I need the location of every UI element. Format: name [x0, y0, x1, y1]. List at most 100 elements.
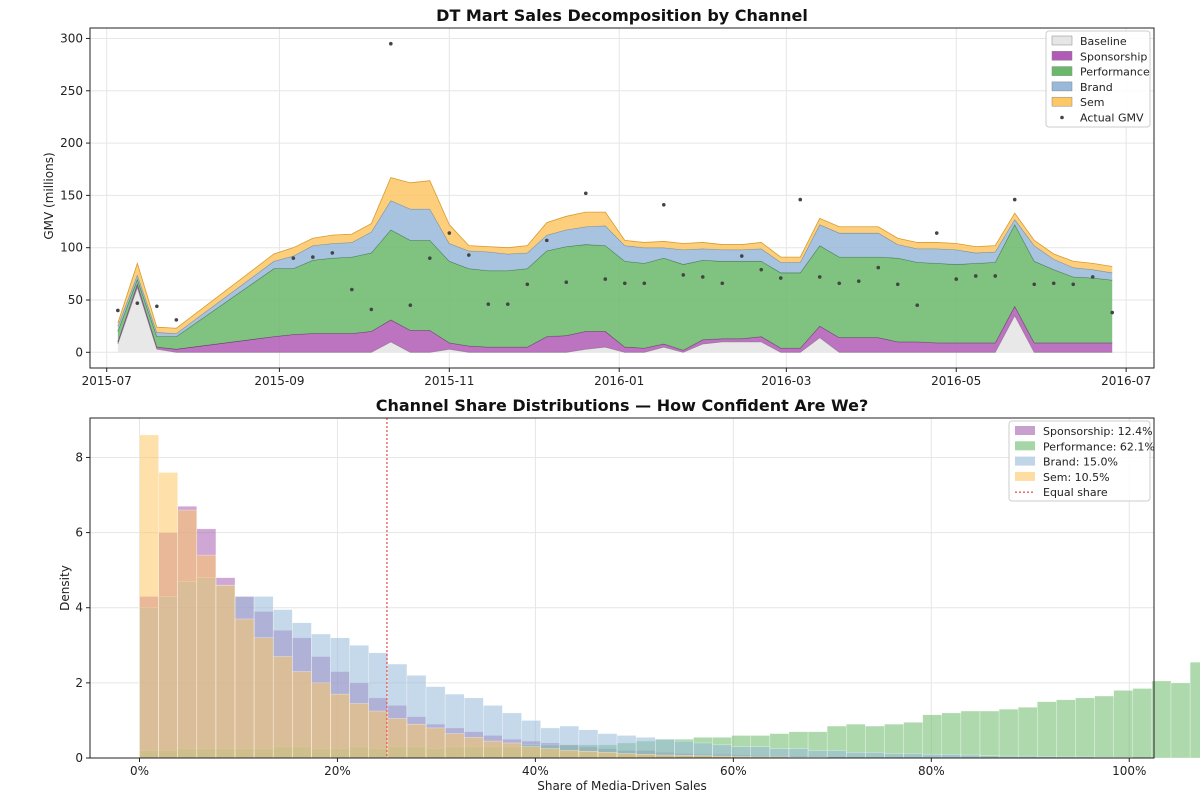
- legend-swatch-performance: [1051, 66, 1073, 76]
- actual-gmv-point: [700, 275, 705, 279]
- actual-gmv-point: [311, 255, 315, 259]
- bar-sem: [253, 637, 274, 759]
- share-distribution-chart: Channel Share Distributions — How Confid…: [58, 396, 1200, 793]
- actual-gmv-point: [661, 203, 666, 207]
- bar-sem: [483, 740, 503, 759]
- x-tick-label: 80%: [918, 764, 945, 778]
- share-distribution-legend: Sponsorship: 12.4% Performance: 62.1% Bran…: [1008, 420, 1155, 502]
- share-distribution-title: Channel Share Distributions — How Confid…: [376, 396, 869, 415]
- actual-gmv-point: [428, 256, 432, 260]
- x-tick-label: 2016-01: [594, 374, 644, 388]
- actual-gmv-point: [135, 301, 140, 305]
- bar-performance: [1189, 661, 1200, 759]
- bar-brand: [788, 748, 809, 759]
- actual-gmv-point: [369, 307, 374, 312]
- bar-performance: [1037, 701, 1057, 759]
- actual-gmv-point: [759, 267, 764, 272]
- x-tick-label: 2016-03: [761, 374, 811, 388]
- bar-sem: [330, 693, 350, 759]
- decomposition-y-axis-label: GMV (millions): [42, 152, 56, 239]
- actual-gmv-point: [798, 197, 803, 202]
- x-tick-label: 2016-05: [931, 374, 981, 388]
- bar-performance: [903, 722, 923, 759]
- y-tick-label: 300: [60, 31, 83, 45]
- bar-performance: [941, 712, 962, 759]
- legend-label: Actual GMV: [1080, 112, 1144, 125]
- legend-label: Brand: [1080, 81, 1113, 94]
- legend-label: Sem: [1080, 96, 1104, 109]
- bar-performance: [1075, 697, 1095, 759]
- legend-swatch-sponsorship: [1015, 426, 1035, 435]
- decomposition-areas: [117, 177, 1113, 353]
- legend-swatch-baseline: [1051, 35, 1073, 46]
- actual-gmv-point: [642, 281, 647, 286]
- legend-swatch-sem: [1051, 96, 1073, 107]
- legend-swatch-brand: [1051, 81, 1073, 92]
- x-tick-label: 40%: [522, 764, 549, 778]
- bar-performance: [1170, 682, 1191, 759]
- legend-label: Performance: [1080, 66, 1150, 79]
- bar-performance: [1056, 699, 1076, 759]
- x-tick-label: 20%: [324, 764, 351, 778]
- actual-gmv-point: [681, 273, 686, 277]
- share-distribution-ticks: 0% 20% 40% 60% 80% 100% 0 2 4 6 8: [75, 450, 1146, 778]
- y-tick-label: 2: [75, 676, 83, 690]
- bar-performance: [922, 714, 943, 759]
- actual-gmv-point: [544, 238, 549, 243]
- actual-gmv-point: [1110, 310, 1115, 315]
- bar-sem: [272, 656, 293, 759]
- legend-swatch-performance: [1015, 441, 1035, 451]
- legend-label: Performance: 62.1%: [1043, 440, 1155, 453]
- x-tick-label: 100%: [1112, 764, 1146, 778]
- bar-performance: [1094, 695, 1114, 759]
- share-distribution-y-axis-label: Density: [58, 565, 72, 611]
- actual-gmv-point: [525, 282, 530, 287]
- y-tick-label: 8: [75, 450, 83, 464]
- y-tick-label: 250: [60, 84, 83, 98]
- x-tick-label: 2015-11: [424, 374, 474, 388]
- actual-gmv-point: [1012, 197, 1017, 202]
- decomposition-title: DT Mart Sales Decomposition by Channel: [436, 6, 808, 25]
- actual-gmv-point: [1071, 282, 1076, 287]
- bar-sem: [463, 737, 484, 759]
- actual-gmv-point: [389, 41, 393, 46]
- y-tick-label: 4: [75, 601, 83, 615]
- actual-gmv-point: [915, 303, 920, 308]
- actual-gmv-point: [583, 191, 588, 196]
- decomposition-chart: DT Mart Sales Decomposition by Channel G…: [42, 6, 1155, 388]
- x-tick-label: 2015-07: [82, 374, 132, 388]
- actual-gmv-point: [486, 302, 491, 306]
- y-tick-label: 100: [60, 241, 83, 255]
- bar-sem: [196, 554, 217, 759]
- y-tick-label: 6: [75, 526, 83, 540]
- bar-sem: [368, 710, 389, 759]
- bar-performance: [1132, 688, 1153, 759]
- bar-sem: [425, 727, 446, 759]
- actual-gmv-point: [973, 274, 978, 278]
- actual-gmv-point: [739, 254, 744, 258]
- actual-gmv-point: [564, 280, 569, 285]
- bar-performance: [979, 710, 1000, 759]
- legend-swatch-sponsorship: [1051, 51, 1073, 61]
- actual-gmv-point: [993, 274, 998, 278]
- bar-sem: [578, 750, 599, 759]
- bar-brand: [865, 752, 885, 759]
- share-distribution-bars: [139, 418, 1200, 759]
- actual-gmv-point: [467, 253, 471, 257]
- bar-performance: [998, 708, 1019, 759]
- bar-performance: [884, 723, 904, 759]
- area-performance: [117, 224, 1113, 351]
- actual-gmv-point: [291, 256, 296, 260]
- bar-brand: [903, 753, 923, 759]
- legend-swatch-sem: [1015, 471, 1035, 481]
- actual-gmv-point: [116, 308, 120, 313]
- actual-gmv-points: [116, 41, 1115, 322]
- legend-label: Sponsorship: 12.4%: [1043, 425, 1153, 438]
- actual-gmv-point: [506, 302, 510, 306]
- actual-gmv-point: [1090, 275, 1095, 279]
- bar-sem: [139, 434, 159, 759]
- bar-sem: [387, 718, 408, 759]
- actual-gmv-point: [622, 281, 627, 286]
- bar-sem: [406, 723, 427, 759]
